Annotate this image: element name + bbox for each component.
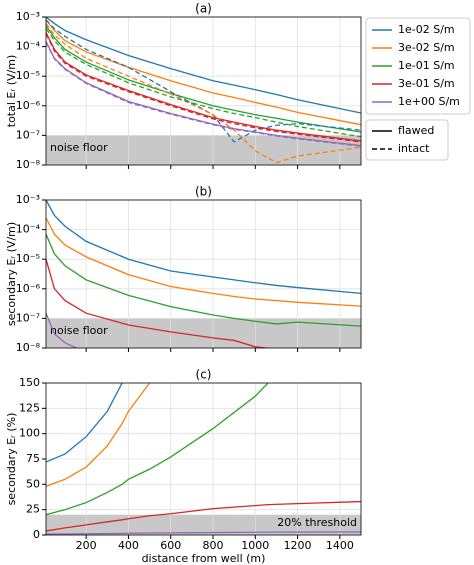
data-line xyxy=(46,500,361,532)
legend-label: 3e-01 S/m xyxy=(398,77,455,90)
plot-area xyxy=(46,17,361,164)
panel-title: (a) xyxy=(195,2,212,16)
data-line xyxy=(46,17,361,114)
data-line xyxy=(46,32,361,142)
legend-label: 1e-01 S/m xyxy=(398,59,455,72)
data-line xyxy=(46,25,361,133)
y-tick-label: 10⁻⁶ xyxy=(16,99,41,112)
plot-area xyxy=(46,383,361,535)
data-line xyxy=(46,383,269,516)
panel-title: (b) xyxy=(195,185,212,199)
legend-box xyxy=(365,119,449,161)
legend-label: 3e-02 S/m xyxy=(398,41,455,54)
y-axis-label: total Eᵣ (V/m) xyxy=(5,55,18,127)
y-tick-label: 125 xyxy=(19,401,40,414)
data-line xyxy=(46,23,361,164)
legend-label: 1e+00 S/m xyxy=(398,95,460,108)
data-line xyxy=(46,217,361,307)
y-tick-label: 10⁻⁶ xyxy=(16,282,41,295)
data-line xyxy=(46,233,361,327)
data-line xyxy=(46,383,123,463)
axes-frame xyxy=(45,382,362,536)
data-line xyxy=(46,19,361,126)
x-tick-label: 1400 xyxy=(326,539,354,552)
y-tick-label: 10⁻⁵ xyxy=(16,69,40,82)
data-line xyxy=(46,33,361,143)
band-label: noise floor xyxy=(50,141,108,154)
x-tick-label: 600 xyxy=(160,539,181,552)
x-tick-label: 200 xyxy=(76,539,97,552)
x-axis-label: distance from well (m) xyxy=(142,552,266,565)
y-tick-label: 100 xyxy=(19,427,40,440)
data-line xyxy=(46,200,361,295)
legend-label: flawed xyxy=(398,124,434,137)
y-tick-label: 25 xyxy=(26,503,40,516)
y-tick-label: 10⁻⁷ xyxy=(16,128,40,141)
x-tick-label: 1200 xyxy=(284,539,312,552)
axes-frame xyxy=(45,199,362,349)
data-line xyxy=(46,19,361,143)
panel-title: (c) xyxy=(196,368,212,382)
x-tick-label: 400 xyxy=(118,539,139,552)
axes-frame xyxy=(45,16,362,166)
y-tick-label: 75 xyxy=(26,452,40,465)
y-tick-label: 10⁻⁴ xyxy=(16,223,41,236)
y-tick-label: 10⁻⁵ xyxy=(16,252,40,265)
y-tick-label: 10⁻⁸ xyxy=(16,158,41,171)
y-axis-label: secondary Eᵣ (%) xyxy=(5,413,18,506)
y-tick-label: 150 xyxy=(19,376,40,389)
y-tick-label: 10⁻³ xyxy=(16,193,40,206)
y-tick-label: 10⁻³ xyxy=(16,10,40,23)
data-line xyxy=(46,383,151,487)
legend-box xyxy=(365,17,471,115)
y-axis-label: secondary Eᵣ (V/m) xyxy=(5,222,18,326)
data-line xyxy=(46,312,78,348)
band-label: noise floor xyxy=(50,324,108,337)
legend-label: intact xyxy=(398,142,430,155)
x-tick-label: 1000 xyxy=(241,539,269,552)
data-line xyxy=(46,41,361,147)
x-tick-label: 800 xyxy=(203,539,224,552)
data-line xyxy=(46,41,361,147)
y-tick-label: 10⁻⁷ xyxy=(16,311,40,324)
y-tick-label: 50 xyxy=(26,477,40,490)
y-tick-label: 0 xyxy=(33,528,40,541)
plot-area xyxy=(46,200,361,348)
y-tick-label: 10⁻⁴ xyxy=(16,40,41,53)
data-line xyxy=(46,531,361,535)
data-line xyxy=(46,259,271,348)
data-line xyxy=(46,28,361,138)
y-tick-label: 10⁻⁸ xyxy=(16,341,41,354)
band-label: 20% threshold xyxy=(277,516,357,529)
legend-label: 1e-02 S/m xyxy=(398,23,455,36)
